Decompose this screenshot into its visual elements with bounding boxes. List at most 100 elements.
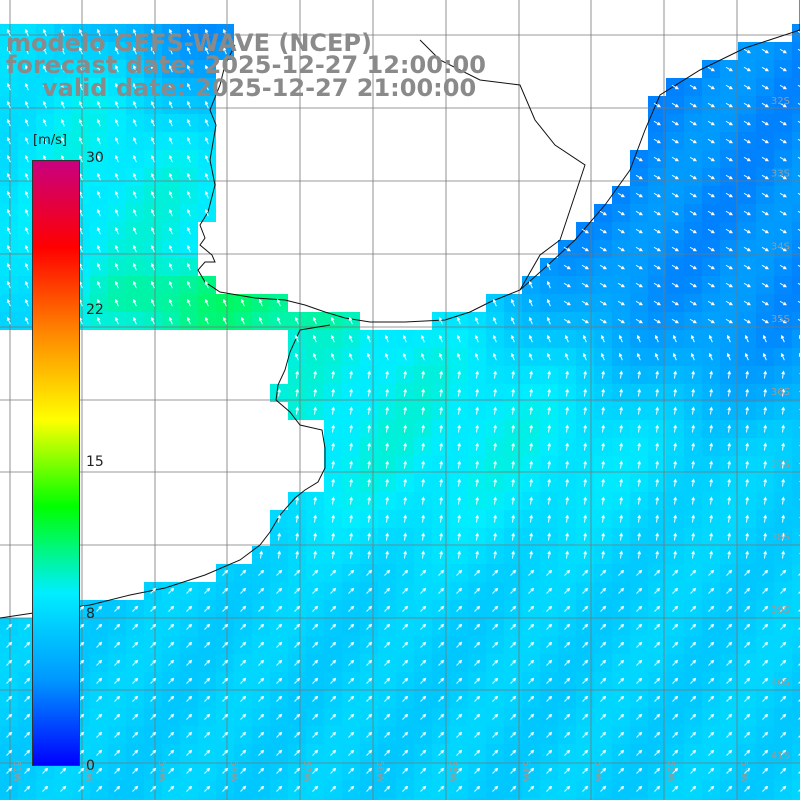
wind-arrow <box>708 695 715 702</box>
wind-arrow <box>186 623 193 630</box>
wind-arrow <box>761 318 769 324</box>
wind-arrow <box>150 749 157 756</box>
wind-arrow <box>510 749 517 756</box>
wind-arrow <box>511 406 516 415</box>
wind-arrow <box>726 659 733 666</box>
wind-arrow <box>654 569 661 576</box>
wind-arrow <box>797 138 800 141</box>
wind-arrow <box>726 334 731 343</box>
wind-arrow <box>690 641 697 648</box>
wind-arrow <box>780 713 787 720</box>
wind-arrow <box>671 138 679 144</box>
wind-arrow <box>600 677 607 684</box>
wind-cell <box>792 132 800 150</box>
wind-arrow <box>403 406 408 415</box>
wind-arrow <box>420 677 427 684</box>
wind-arrow <box>511 370 516 379</box>
wind-arrow <box>653 300 661 306</box>
wind-arrow <box>726 569 733 576</box>
wind-arrow <box>439 388 444 397</box>
wind-arrow <box>438 623 445 630</box>
wind-arrow <box>24 244 29 253</box>
wind-arrow <box>240 767 247 774</box>
wind-arrow <box>385 424 390 433</box>
wind-arrow <box>617 282 625 288</box>
wind-arrow <box>565 406 570 415</box>
wind-arrow <box>601 532 606 541</box>
wind-arrow <box>96 262 101 271</box>
wind-arrow <box>294 749 301 756</box>
wind-arrow <box>150 100 155 109</box>
wind-arrow <box>798 591 800 594</box>
wind-arrow <box>726 713 733 720</box>
wind-arrow <box>42 767 49 774</box>
lat-label: 38S <box>771 532 790 543</box>
wind-arrow <box>456 587 463 594</box>
wind-arrow <box>618 641 625 648</box>
wind-arrow <box>708 641 715 648</box>
wind-arrow <box>528 659 535 666</box>
wind-arrow <box>798 663 800 666</box>
wind-arrow <box>96 316 101 325</box>
wind-arrow <box>186 749 193 756</box>
wind-arrow <box>528 334 533 343</box>
wind-arrow <box>6 154 11 163</box>
wind-arrow <box>402 749 409 756</box>
colorbar-tick-0: 0 <box>86 758 95 774</box>
wind-arrow <box>691 478 696 487</box>
wind-arrow <box>581 318 589 324</box>
wind-cell <box>792 258 800 276</box>
wind-arrow <box>367 406 372 415</box>
wind-arrow <box>492 749 499 756</box>
wind-arrow <box>132 677 139 684</box>
wind-arrow <box>132 100 137 109</box>
wind-arrow <box>744 352 749 361</box>
wind-arrow <box>24 749 31 756</box>
wind-arrow <box>348 641 355 648</box>
wind-arrow <box>565 496 570 505</box>
wind-arrow <box>635 300 643 306</box>
wind-arrow <box>492 352 497 361</box>
wind-cell <box>792 222 800 240</box>
wind-arrow <box>689 120 697 126</box>
wind-arrow <box>547 550 552 559</box>
wind-arrow <box>780 623 787 630</box>
wind-arrow <box>457 514 462 523</box>
wind-arrow <box>222 731 229 738</box>
wind-arrow <box>24 154 29 163</box>
wind-arrow <box>690 352 695 361</box>
wind-arrow <box>168 28 173 37</box>
wind-arrow <box>439 514 444 523</box>
wind-arrow <box>240 695 247 702</box>
wind-cell <box>792 744 800 762</box>
wind-arrow <box>727 424 732 433</box>
wind-arrow <box>528 316 533 325</box>
wind-arrow <box>348 749 355 756</box>
wind-arrow <box>546 352 551 361</box>
wind-arrow <box>725 120 733 126</box>
wind-arrow <box>708 623 715 630</box>
wind-arrow <box>420 569 427 576</box>
wind-arrow <box>330 334 335 343</box>
wind-arrow <box>546 569 553 576</box>
wind-arrow <box>727 532 732 541</box>
wind-arrow <box>6 190 11 199</box>
lon-label: 59W <box>156 760 167 783</box>
lon-label: 52W <box>665 760 676 783</box>
wind-arrow <box>474 785 481 792</box>
wind-arrow <box>24 695 31 702</box>
wind-cell <box>342 798 360 800</box>
lat-label: 41S <box>771 750 790 761</box>
wind-arrow <box>636 587 643 594</box>
wind-arrow <box>492 623 499 630</box>
wind-arrow <box>780 605 787 612</box>
wind-arrow <box>691 424 696 433</box>
wind-arrow <box>367 370 372 379</box>
wind-arrow <box>385 532 390 541</box>
wind-arrow <box>780 785 787 792</box>
wind-arrow <box>797 120 800 123</box>
wind-arrow <box>168 316 173 325</box>
wind-cell <box>792 312 800 330</box>
wind-arrow <box>654 713 661 720</box>
wind-arrow <box>403 514 408 523</box>
